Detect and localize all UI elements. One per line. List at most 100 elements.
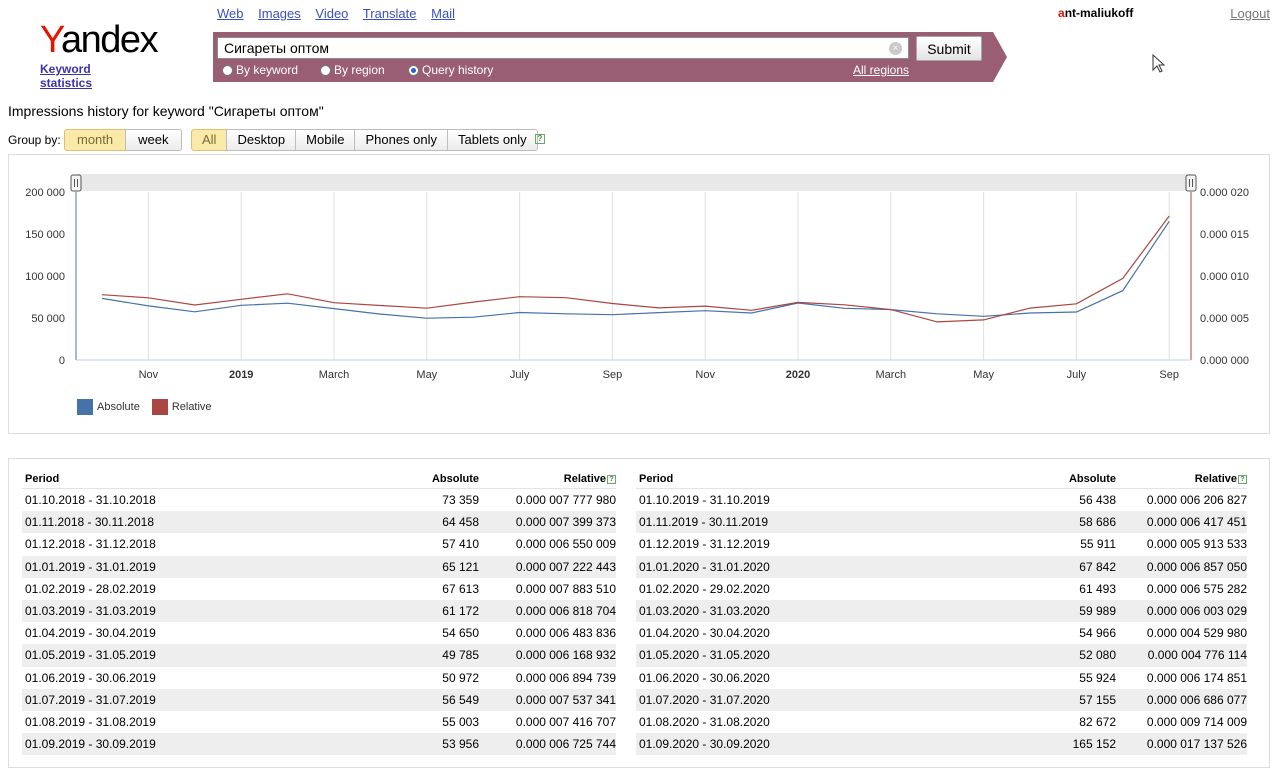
y-left-tick-label: 100 000 [25,271,65,283]
group-by-toggle: month week [64,129,182,151]
cell-relative: 0.000 017 137 526 [1146,737,1247,752]
table-left-half: Period Absolute Relative? 01.10.2018 - 31.1… [22,469,616,756]
group-week-button[interactable]: week [125,129,182,151]
cell-absolute: 55 003 [442,714,479,729]
cell-period: 01.08.2019 - 31.08.2019 [25,714,156,729]
cell-relative: 0.000 006 003 029 [1146,603,1247,618]
cell-absolute: 55 924 [1079,670,1116,685]
cell-absolute: 56 438 [1079,493,1116,507]
x-tick-label: Nov [139,369,159,381]
cell-relative: 0.000 006 857 050 [1146,559,1247,574]
cell-period: 01.04.2020 - 30.04.2020 [639,626,770,641]
help-icon[interactable]: ? [1238,475,1247,484]
nav-video[interactable]: Video [315,6,349,21]
cell-absolute: 57 155 [1079,692,1116,707]
legend-swatch [77,399,93,415]
cell-relative: 0.000 006 174 851 [1146,670,1247,685]
radio-query-history[interactable]: Query history [408,63,493,77]
table-row: 01.05.2020 - 31.05.2020 52 080 0.000 004 7… [636,644,1247,667]
y-left-tick-label: 50 000 [31,313,65,325]
cell-absolute: 59 989 [1079,603,1116,618]
legend-absolute[interactable]: Absolute [77,399,140,415]
all-regions-link[interactable]: All regions [853,63,910,77]
submit-button[interactable]: Submit [916,36,982,61]
cell-absolute: 54 650 [442,626,479,641]
cell-relative: 0.000 004 776 114 [1147,648,1247,663]
cell-period: 01.10.2018 - 31.10.2018 [25,493,156,507]
logout-link[interactable]: Logout [1230,6,1270,21]
nav-images[interactable]: Images [258,6,301,21]
search-input[interactable] [217,37,909,59]
radio-dot[interactable] [408,64,419,76]
cell-period: 01.06.2019 - 30.06.2019 [25,670,156,685]
nav-translate[interactable]: Translate [362,6,417,21]
header-absolute: Absolute [431,473,479,485]
x-tick-label: Nov [695,369,715,381]
help-icon[interactable]: ? [607,475,616,484]
table-row: 01.07.2019 - 31.07.2019 56 549 0.000 007 5… [22,688,616,711]
nav-mail[interactable]: Mail [431,6,455,21]
cell-absolute: 56 549 [442,692,479,707]
device-desktop-button[interactable]: Desktop [226,129,297,151]
x-tick-label: Sep [1159,369,1179,381]
x-tick-label: Sep [603,369,623,381]
radio-dot[interactable] [320,64,331,76]
group-by-label: Group by: [8,133,61,147]
header-relative: Relative? [1116,469,1247,488]
table-row: 01.11.2019 - 30.11.2019 58 686 0.000 006 4… [636,511,1247,534]
mouse-cursor-icon [1152,54,1166,73]
cell-relative: 0.000 006 483 836 [515,626,616,641]
x-tick-label: July [1067,369,1087,381]
cell-period: 01.09.2020 - 30.09.2020 [639,737,770,752]
device-tablets-button[interactable]: Tablets only [447,129,538,151]
cell-absolute: 64 458 [442,515,479,530]
header-relative: Relative? [479,469,616,488]
header-absolute: Absolute [1068,473,1116,485]
legend-relative[interactable]: Relative [151,399,212,415]
cell-period: 01.08.2020 - 31.08.2020 [639,714,770,729]
clear-input-icon[interactable]: × [889,42,902,55]
help-icon[interactable]: ? [535,134,545,144]
device-mobile-button[interactable]: Mobile [295,129,356,151]
cell-period: 01.12.2018 - 31.12.2018 [25,537,156,552]
chart-navigator [76,174,1191,191]
logo-first-letter: Y [40,19,63,61]
radio-label: By keyword [236,63,299,77]
logo-rest: andex [61,19,159,61]
nav-web[interactable]: Web [217,6,244,21]
cell-relative: 0.000 006 417 451 [1146,515,1247,530]
table-row: 01.06.2020 - 30.06.2020 55 924 0.000 006 1… [636,667,1247,689]
radio-by-region[interactable]: By region [320,63,385,77]
cell-absolute: 61 172 [442,603,479,618]
table-row: 01.05.2019 - 31.05.2019 49 785 0.000 006 1… [22,644,616,667]
device-phones-button[interactable]: Phones only [354,129,449,151]
table-row: 01.02.2020 - 29.02.2020 61 493 0.000 006 5… [636,578,1247,600]
keyword-statistics-link[interactable]: Keyword statistics [40,62,93,90]
chart-panel: Nov 2019 March May July Sep Nov 2020 March May Jul… [8,154,1270,434]
search-bar: × Submit By keyword By region Query hist… [213,32,1007,82]
cell-period: 01.01.2019 - 31.01.2019 [25,559,156,574]
table-header-row: Period Absolute Relative? [22,469,616,489]
table-row: 01.04.2020 - 30.04.2020 54 966 0.000 004 5… [636,622,1247,644]
cell-relative: 0.000 007 399 373 [515,515,616,530]
cell-absolute: 57 410 [442,537,479,552]
table-row: 01.02.2019 - 28.02.2019 67 613 0.000 007 8… [22,578,616,600]
table-row: 01.03.2020 - 31.03.2020 59 989 0.000 006 0… [636,599,1247,623]
cell-period: 01.10.2019 - 31.10.2019 [639,493,770,507]
table-row: 01.03.2019 - 31.03.2019 61 172 0.000 006 8… [22,599,616,623]
x-tick-label: March [319,369,350,381]
group-month-button[interactable]: month [64,129,127,151]
table-row: 01.11.2018 - 30.11.2018 64 458 0.000 007 3… [22,511,616,534]
radio-by-keyword[interactable]: By keyword [222,63,298,77]
yandex-logo[interactable]: Yandex Keyword statistics [40,19,159,90]
device-all-button[interactable]: All [191,129,228,151]
radio-dot[interactable] [222,64,233,76]
table-row: 01.07.2020 - 31.07.2020 57 155 0.000 006 6… [636,688,1247,711]
x-tick-label: 2020 [786,369,810,381]
cell-period: 01.11.2019 - 30.11.2019 [639,515,768,530]
y-left-tick-label: 0 [59,355,65,367]
navigator-left-handle [70,174,82,192]
legend-label: Absolute [97,401,140,413]
user-name[interactable]: ant-maliukoff [1058,6,1133,20]
table-row: 01.04.2019 - 30.04.2019 54 650 0.000 006 4… [22,622,616,644]
